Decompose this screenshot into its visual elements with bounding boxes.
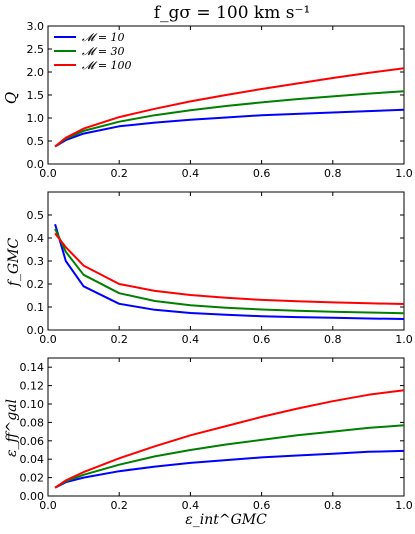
y-tick-label-fgmc: 0.0 — [27, 324, 45, 337]
panel-eff: 0.0 0.2 0.4 0.6 0.8 1.0 0.00 0.02 0.04 0.06 0.08 0… — [4, 357, 413, 528]
legend-label-m100: 𝓜 = 100 — [82, 59, 132, 72]
x-tick-label-fgmc: 0.4 — [182, 333, 200, 346]
y-tick-label-fgmc: 0.5 — [27, 209, 45, 222]
x-tick-label-fgmc: 0.2 — [110, 333, 128, 346]
x-tick-label-fgmc: 0.8 — [324, 333, 342, 346]
x-tick-label-q: 0.6 — [253, 167, 271, 180]
line-m30-fgmc — [54, 228, 405, 315]
y-tick-label-fgmc: 0.3 — [27, 255, 45, 268]
y-tick-label-q: 2.5 — [27, 43, 45, 56]
x-axis-label: ε_int^GMC — [185, 512, 267, 528]
y-axis-label-eff: ε_ff^gal — [4, 399, 20, 457]
y-tick-label-eff: 0.14 — [20, 361, 45, 374]
x-tick-label-eff: 1.0 — [395, 499, 413, 512]
x-tick-label-fgmc: 0.0 — [39, 333, 57, 346]
x-tick-label-eff: 0.8 — [324, 499, 342, 512]
legend-label-m30: 𝓜 = 30 — [82, 45, 125, 58]
y-tick-label-eff: 0.04 — [20, 453, 45, 466]
y-tick-label-fgmc: 0.1 — [27, 301, 45, 314]
x-tick-label-q: 1.0 — [395, 167, 413, 180]
panel-fgmc: 0.0 0.2 0.4 0.6 0.8 1.0 0.0 0.1 0.2 0.3 0.4 0.5 f_… — [6, 191, 413, 346]
y-tick-label-q: 1.5 — [27, 89, 45, 102]
x-tick-label-eff: 0.0 — [39, 499, 57, 512]
y-tick-label-q: 1.0 — [27, 112, 45, 125]
line-m10-q — [54, 108, 405, 148]
y-tick-label-fgmc: 0.2 — [27, 278, 45, 291]
chart-title: f_gσ = 100 km s⁻¹ — [154, 3, 311, 23]
y-tick-label-eff: 0.12 — [20, 380, 45, 393]
x-tick-label-q: 0.2 — [110, 167, 128, 180]
y-axis-label-q: Q — [2, 92, 20, 104]
line-m100-eff — [54, 389, 405, 489]
x-tick-label-fgmc: 0.6 — [253, 333, 271, 346]
y-tick-label-fgmc: 0.4 — [27, 232, 45, 245]
y-tick-label-q: 0.0 — [27, 158, 45, 171]
x-tick-label-q: 0.0 — [39, 167, 57, 180]
y-tick-label-eff: 0.10 — [20, 398, 45, 411]
y-tick-label-q: 3.0 — [27, 20, 45, 33]
y-tick-label-eff: 0.06 — [20, 435, 45, 448]
line-m100-q — [54, 67, 405, 148]
x-tick-label-eff: 0.6 — [253, 499, 271, 512]
y-tick-label-eff: 0.00 — [20, 490, 45, 503]
legend-label-m10: 𝓜 = 10 — [82, 31, 125, 44]
y-axis-label-fgmc: f_GMC — [6, 238, 22, 288]
y-tick-label-q: 0.5 — [27, 135, 45, 148]
y-tick-label-q: 2.0 — [27, 66, 45, 79]
line-m100-fgmc — [54, 232, 405, 305]
panel-q: 0.0 0.2 0.4 0.6 0.8 1.0 0.0 0.5 1.0 1.5 2.0 2.5 3.0… — [2, 20, 413, 180]
line-m10-fgmc — [54, 223, 405, 320]
x-tick-label-eff: 0.4 — [182, 499, 200, 512]
y-tick-label-eff: 0.02 — [20, 472, 45, 485]
y-tick-label-eff: 0.08 — [20, 416, 45, 429]
legend: 𝓜 = 10 𝓜 = 30 𝓜 = 100 — [54, 31, 132, 72]
line-m30-q — [54, 90, 405, 148]
x-tick-label-eff: 0.2 — [110, 499, 128, 512]
line-m10-eff — [54, 449, 405, 489]
x-tick-label-q: 0.8 — [324, 167, 342, 180]
line-m30-eff — [54, 424, 405, 489]
plot-frame-eff — [47, 357, 405, 497]
x-tick-label-q: 0.4 — [182, 167, 200, 180]
x-tick-label-fgmc: 1.0 — [395, 333, 413, 346]
plot-frame-fgmc — [47, 191, 405, 331]
